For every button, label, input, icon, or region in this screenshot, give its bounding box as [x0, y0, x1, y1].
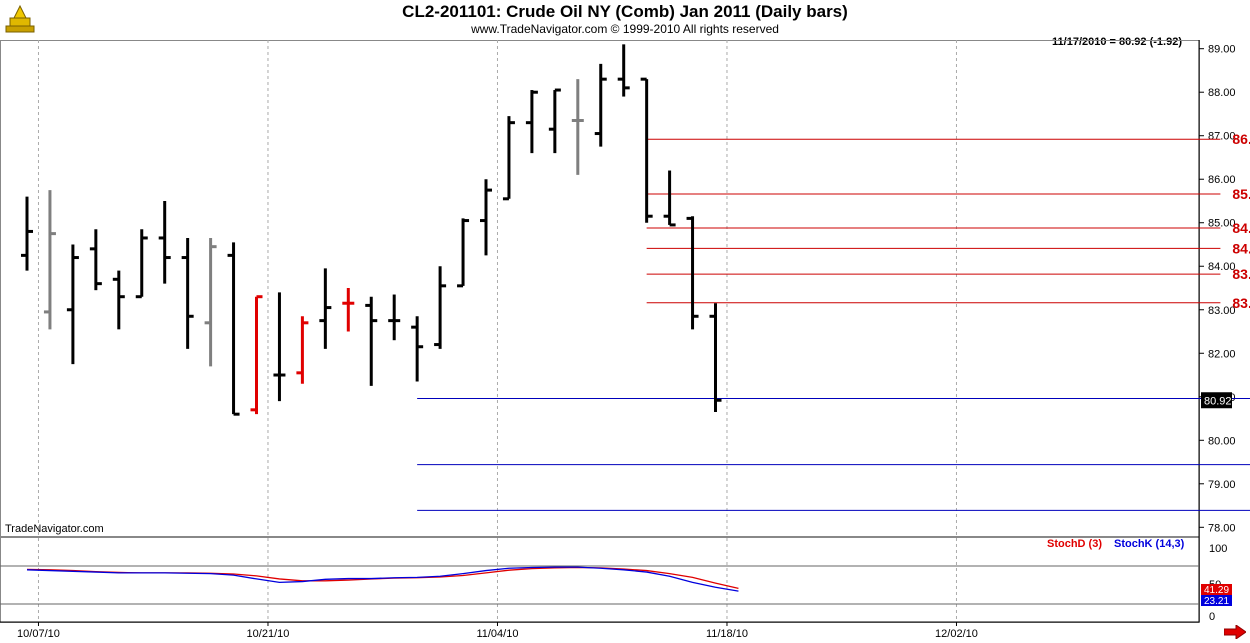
y-tick-label: 82.00	[1208, 348, 1236, 360]
resistance-label: 83.16	[1232, 295, 1250, 311]
ohlc-bar	[457, 218, 470, 288]
ohlc-bar	[250, 295, 263, 415]
stoch-d-badge-text: 41.29	[1204, 585, 1229, 596]
ohlc-bar	[434, 266, 447, 349]
last-price-badge-text: 80.92	[1204, 395, 1232, 407]
resistance-label: 85.66	[1232, 186, 1250, 202]
y-tick-label: 87.00	[1208, 131, 1236, 143]
x-tick-label: 10/07/10	[17, 628, 60, 640]
ohlc-bar	[365, 296, 378, 386]
trade-navigator-logo-icon	[5, 4, 35, 33]
last-price-badge	[1201, 392, 1232, 409]
y-tick-label: 85.00	[1208, 218, 1236, 230]
resistance-label: 84.41	[1232, 240, 1250, 256]
ohlc-bar	[135, 229, 148, 299]
stoch-d-badge	[1201, 584, 1232, 595]
ohlc-bar	[43, 190, 56, 330]
ohlc-bar	[273, 292, 286, 402]
stoch-d-legend: StochD (3)	[1047, 538, 1102, 550]
resistance-label: 83.82	[1232, 266, 1250, 282]
y-tick-label: 78.00	[1208, 522, 1236, 534]
ohlc-bar	[296, 316, 309, 384]
chart-subtitle: www.TradeNavigator.com © 1999-2010 All r…	[471, 22, 779, 36]
y-tick-label: 83.00	[1208, 305, 1236, 317]
ohlc-bar	[319, 268, 332, 349]
ohlc-bar	[686, 216, 699, 330]
ohlc-bar	[388, 294, 401, 341]
stoch-k-legend: StochK (14,3)	[1114, 538, 1185, 550]
ohlc-bar	[663, 170, 676, 227]
x-tick-label: 11/18/10	[706, 628, 748, 640]
y-tick-label: 89.00	[1208, 44, 1236, 56]
resistance-label: 84.88	[1232, 220, 1250, 236]
ohlc-bar	[548, 88, 561, 154]
y-tick-label: 79.00	[1208, 479, 1236, 491]
y-tick-label: 84.00	[1208, 261, 1236, 273]
ohlc-bar	[89, 229, 102, 291]
resistance-label: 86.92	[1232, 131, 1250, 147]
ohlc-bar	[112, 270, 125, 330]
ohlc-bar	[342, 288, 355, 332]
ohlc-bar	[480, 179, 492, 256]
x-tick-label: 11/04/10	[476, 628, 518, 640]
ohlc-bar	[525, 90, 538, 154]
y-tick-label: 86.00	[1208, 174, 1236, 186]
ohlc-bar	[181, 237, 194, 349]
y-tick-label: 88.00	[1208, 87, 1236, 99]
ohlc-bar	[204, 237, 217, 367]
stoch-k-badge-text: 23.21	[1204, 596, 1229, 607]
ohlc-bar	[571, 79, 584, 175]
ohlc-bar	[594, 63, 607, 147]
stoch-k-badge	[1201, 595, 1232, 606]
stoch-panel-frame	[0, 537, 1200, 623]
ohlc-bar	[66, 244, 79, 365]
y-tick-label: 80.00	[1208, 435, 1236, 447]
stoch-axis-label: 0	[1209, 611, 1215, 623]
ohlc-bar	[617, 44, 630, 97]
x-tick-label: 10/21/10	[247, 628, 290, 640]
ohlc-bar	[640, 77, 653, 223]
scroll-right-arrow-icon[interactable]	[1224, 625, 1246, 639]
last-price-status: 11/17/2010 = 80.92 (-1.92)	[1052, 36, 1182, 48]
x-tick-label: 12/02/10	[935, 628, 978, 640]
watermark: TradeNavigator.com	[5, 523, 104, 535]
chart-title: CL2-201101: Crude Oil NY (Comb) Jan 2011…	[402, 2, 848, 21]
ohlc-bar	[227, 242, 240, 416]
ohlc-bar	[502, 116, 515, 201]
ohlc-bar	[158, 200, 171, 284]
ohlc-bar	[709, 303, 722, 412]
stoch-axis-label: 100	[1209, 543, 1227, 555]
ohlc-bar	[411, 316, 424, 382]
ohlc-bar	[21, 196, 33, 271]
stoch-k-line	[26, 566, 739, 592]
